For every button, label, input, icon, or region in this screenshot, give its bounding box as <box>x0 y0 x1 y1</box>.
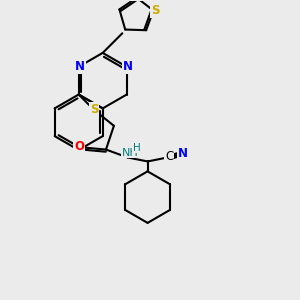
Text: C: C <box>165 150 173 163</box>
Text: N: N <box>178 147 188 160</box>
Text: N: N <box>75 60 85 73</box>
Text: S: S <box>90 103 98 116</box>
Text: S: S <box>151 4 160 17</box>
Text: O: O <box>74 140 84 153</box>
Text: N: N <box>123 60 133 73</box>
Text: NH: NH <box>122 148 139 158</box>
Text: H: H <box>133 142 141 153</box>
